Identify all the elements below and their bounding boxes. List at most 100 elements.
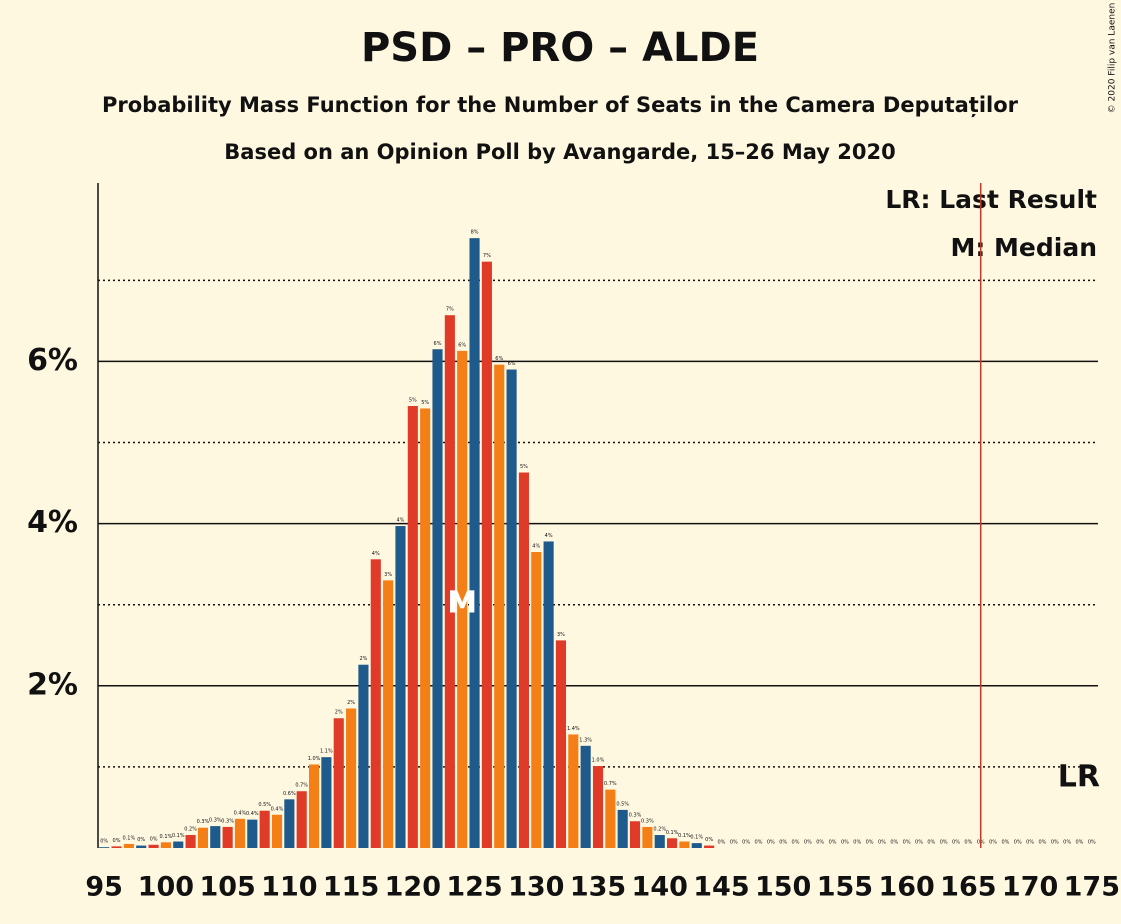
bar xyxy=(605,789,616,848)
value-label: 0.3% xyxy=(197,819,210,825)
bar xyxy=(617,809,628,848)
value-label: 0% xyxy=(1063,840,1071,846)
x-tick-label: 145 xyxy=(693,872,749,903)
value-label: 0.1% xyxy=(172,833,185,839)
value-label: 0% xyxy=(890,840,898,846)
value-label: 0% xyxy=(730,840,738,846)
x-tick-label: 110 xyxy=(261,872,317,903)
value-label: 5% xyxy=(421,400,429,406)
value-label: 6% xyxy=(434,341,442,347)
bar xyxy=(642,826,653,848)
value-label: 0% xyxy=(927,840,935,846)
x-tick-label: 120 xyxy=(385,872,441,903)
bar xyxy=(99,847,110,848)
value-label: 1.1% xyxy=(320,749,333,755)
value-label: 0.3% xyxy=(221,818,234,824)
value-label: 0.1% xyxy=(678,833,691,839)
value-label: 8% xyxy=(471,230,479,236)
bar xyxy=(555,640,567,848)
value-label: 0.1% xyxy=(123,835,136,841)
value-label: 4% xyxy=(397,518,405,524)
bar xyxy=(259,810,270,848)
value-label: 0.4% xyxy=(271,806,284,812)
value-label: 2% xyxy=(335,710,343,716)
bar xyxy=(395,526,406,848)
bar xyxy=(247,819,258,848)
value-label: 0% xyxy=(989,840,997,846)
bar xyxy=(222,826,233,848)
bar xyxy=(358,664,369,848)
bar xyxy=(333,718,344,848)
bar xyxy=(296,791,307,848)
bar xyxy=(679,841,690,848)
value-label: 6% xyxy=(508,361,516,367)
bar xyxy=(234,818,246,848)
x-tick-label: 100 xyxy=(138,872,194,903)
value-label: 6% xyxy=(458,342,466,348)
bar xyxy=(543,541,554,848)
value-label: 0% xyxy=(841,840,849,846)
x-tick-label: 140 xyxy=(632,872,688,903)
value-label: 0.2% xyxy=(184,827,197,833)
bar xyxy=(407,406,418,848)
value-label: 0.7% xyxy=(604,781,617,787)
value-label: 0.2% xyxy=(653,827,666,833)
value-label: 0% xyxy=(878,840,886,846)
value-label: 0.3% xyxy=(641,818,654,824)
value-label: 0% xyxy=(767,840,775,846)
y-tick-label: 6% xyxy=(27,343,78,378)
bar xyxy=(160,842,171,848)
bar xyxy=(506,369,517,848)
value-label: 0% xyxy=(150,836,158,842)
bar xyxy=(271,814,283,848)
x-tick-label: 130 xyxy=(508,872,564,903)
chart-title: PSD – PRO – ALDE xyxy=(361,25,759,71)
value-label: 0.4% xyxy=(234,810,247,816)
bar xyxy=(383,580,394,848)
bar xyxy=(284,799,295,848)
value-label: 6% xyxy=(495,356,503,362)
bar xyxy=(444,315,455,848)
x-tick-label: 95 xyxy=(85,872,123,903)
bar xyxy=(136,845,147,848)
x-tick-label: 155 xyxy=(817,872,873,903)
value-label: 1.0% xyxy=(592,758,605,764)
value-label: 0.7% xyxy=(295,783,308,789)
value-label: 0% xyxy=(1051,840,1059,846)
value-label: 0% xyxy=(1088,840,1096,846)
value-label: 0% xyxy=(100,839,108,845)
bar xyxy=(518,472,529,848)
value-label: 0% xyxy=(137,837,145,843)
value-label: 5% xyxy=(520,464,528,470)
value-label: 0% xyxy=(804,840,812,846)
chart-subtitle: Based on an Opinion Poll by Avangarde, 1… xyxy=(224,140,895,164)
value-label: 0% xyxy=(705,837,713,843)
value-label: 1.3% xyxy=(579,737,592,743)
value-label: 3% xyxy=(384,572,392,578)
x-tick-label: 160 xyxy=(878,872,934,903)
bar xyxy=(654,835,665,848)
bar xyxy=(210,826,221,848)
value-label: 0% xyxy=(742,840,750,846)
value-label: 7% xyxy=(483,253,491,259)
value-label: 0% xyxy=(113,838,121,844)
legend-entry: M: Median xyxy=(950,233,1097,262)
median-marker: M xyxy=(447,586,477,621)
bar xyxy=(531,551,542,848)
bar xyxy=(580,745,591,848)
x-tick-label: 170 xyxy=(1002,872,1058,903)
value-label: 0% xyxy=(1038,840,1046,846)
bar xyxy=(370,559,381,848)
value-label: 4% xyxy=(532,543,540,549)
bar xyxy=(592,766,604,848)
value-label: 0% xyxy=(755,840,763,846)
chart-subtitle: Probability Mass Function for the Number… xyxy=(102,93,1019,118)
bar xyxy=(148,844,159,848)
y-tick-label: 4% xyxy=(27,505,78,540)
bar xyxy=(123,843,134,848)
value-label: 0.6% xyxy=(283,791,296,797)
x-tick-label: 115 xyxy=(323,872,379,903)
bar xyxy=(346,708,357,848)
legend-entry: LR: Last Result xyxy=(885,185,1097,214)
